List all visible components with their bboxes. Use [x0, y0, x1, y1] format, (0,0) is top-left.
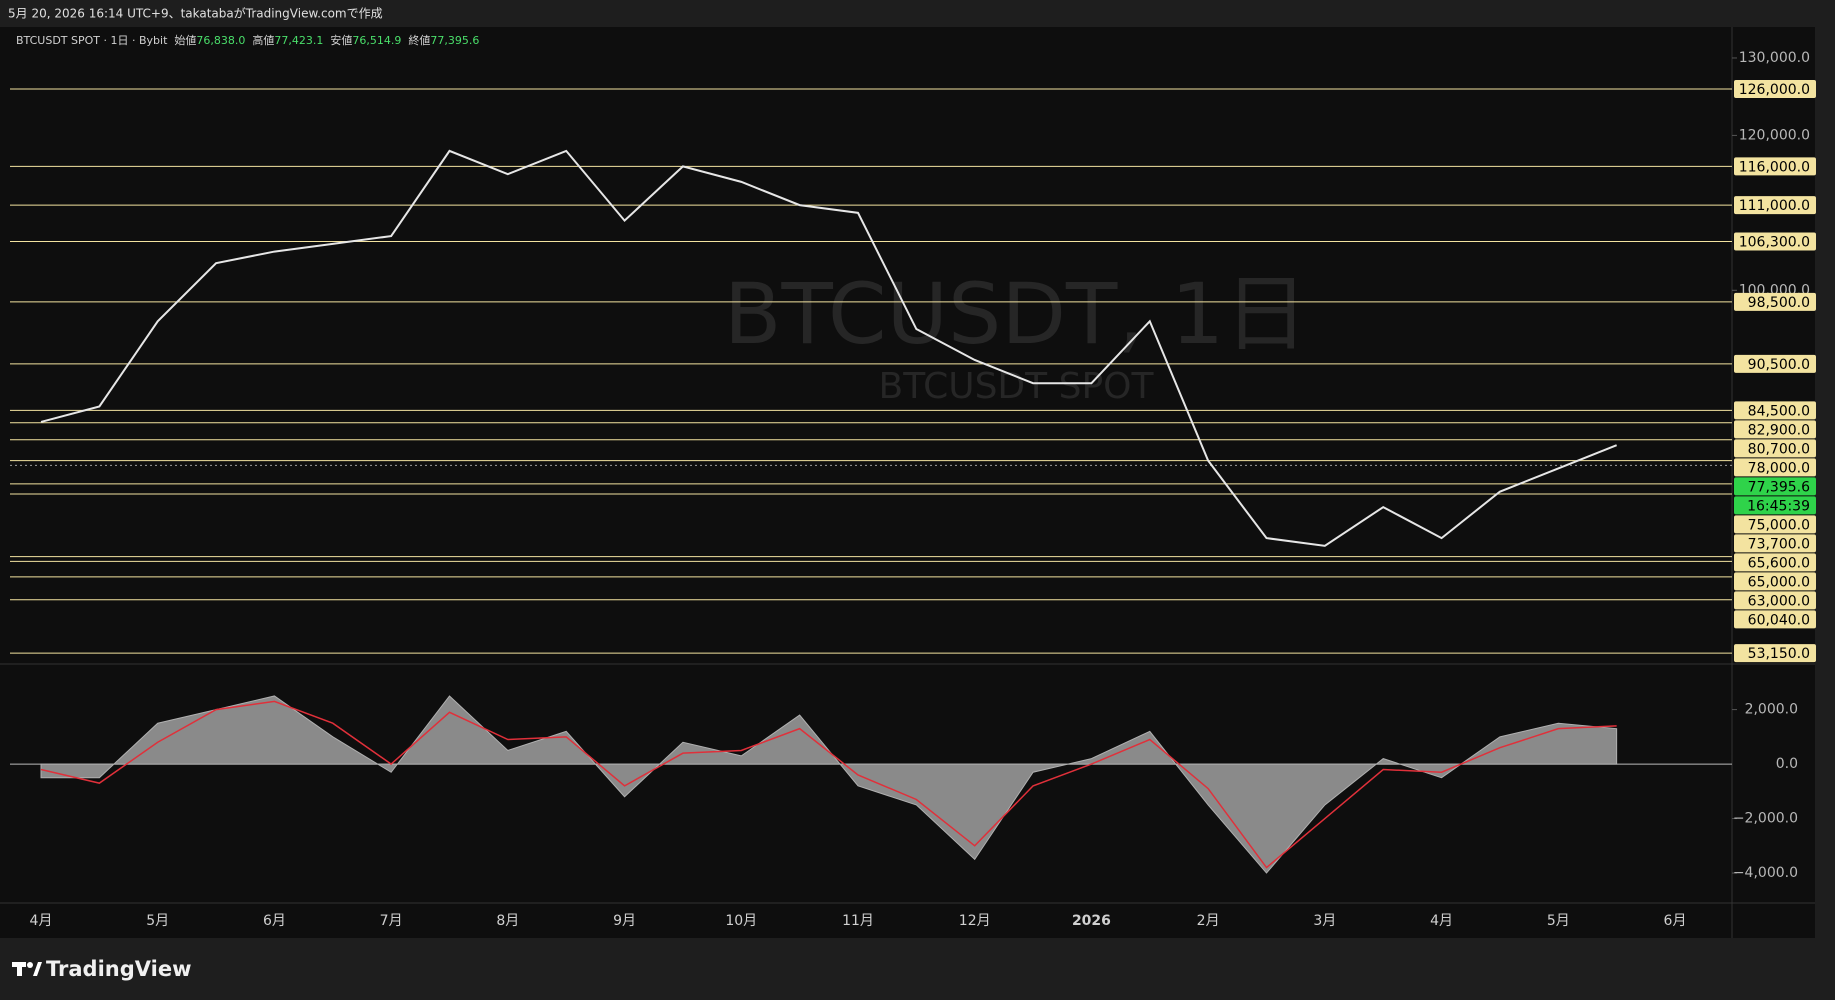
y-tick-label: −2,000.0: [1733, 811, 1798, 827]
y-tick-label: 130,000.0: [1739, 50, 1810, 66]
level-label: 65,000.0: [1748, 574, 1810, 590]
level-label: 60,040.0: [1748, 612, 1810, 628]
level-label: 65,600.0: [1748, 555, 1810, 571]
x-tick-label: 6月: [263, 913, 286, 929]
ohlc-name: 安値: [330, 33, 352, 47]
x-tick-label: 11月: [842, 913, 874, 929]
level-label: 98,500.0: [1748, 295, 1810, 311]
x-tick-label: 12月: [959, 913, 991, 929]
y-tick-label: 0.0: [1776, 756, 1798, 772]
x-tick-label: 2026: [1072, 913, 1111, 929]
level-label: 111,000.0: [1739, 198, 1810, 214]
level-label-box: [1734, 232, 1816, 251]
level-label-box: [1734, 439, 1816, 458]
level-label: 75,000.0: [1748, 517, 1810, 533]
brand-logo: [12, 962, 42, 976]
level-label-box: [1734, 79, 1816, 98]
brand: TradingView: [46, 957, 191, 981]
histogram-area: [40, 695, 1618, 874]
ohlc-value: 77,395.6: [430, 34, 479, 47]
caption: 5月 20, 2026 16:14 UTC+9、takatabaがTrading…: [8, 6, 383, 21]
x-tick-label: 4月: [1430, 913, 1453, 929]
level-label-box: [1734, 401, 1816, 420]
countdown-label-box: [1734, 496, 1816, 515]
level-label-box: [1734, 553, 1816, 572]
level-label-box: [1734, 354, 1816, 373]
x-tick-label: 2月: [1197, 913, 1220, 929]
level-label-box: [1734, 196, 1816, 215]
x-tick-label: 6月: [1664, 913, 1687, 929]
level-label-box: [1734, 515, 1816, 534]
watermark: BTCUSDT SPOT: [879, 366, 1155, 407]
last-price-label-box: [1734, 477, 1816, 496]
level-label: 78,000.0: [1748, 460, 1810, 476]
level-label: 84,500.0: [1748, 403, 1810, 419]
level-label-box: [1734, 610, 1816, 629]
x-tick-label: 7月: [380, 913, 403, 929]
ohlc-name: 終値: [408, 33, 430, 47]
ohlc-name: 高値: [252, 33, 274, 47]
countdown-label: 16:45:39: [1747, 498, 1810, 514]
level-label-box: [1734, 458, 1816, 477]
level-label-box: [1734, 572, 1816, 591]
ohlc-name: 始値: [174, 33, 196, 47]
watermark: BTCUSDT, 1日: [724, 265, 1308, 363]
y-tick-label: 2,000.0: [1745, 702, 1798, 718]
x-tick-label: 3月: [1313, 913, 1336, 929]
legend-title: BTCUSDT SPOT · 1日 · Bybit: [16, 34, 168, 47]
level-label: 90,500.0: [1748, 357, 1810, 373]
price-line: [40, 149, 1618, 547]
level-label-box: [1734, 420, 1816, 439]
signal-line: [40, 700, 1617, 869]
level-label-box: [1734, 292, 1816, 311]
x-tick-label: 9月: [613, 913, 636, 929]
time-axis-background: [0, 903, 1732, 938]
x-tick-label: 8月: [496, 913, 519, 929]
level-label-box: [1734, 157, 1816, 176]
y-tick-label: 120,000.0: [1739, 127, 1810, 143]
level-label: 116,000.0: [1739, 159, 1810, 175]
ohlc-value: 77,423.1: [274, 34, 323, 47]
level-label-box: [1734, 644, 1816, 663]
x-tick-label: 5月: [1547, 913, 1570, 929]
level-label: 63,000.0: [1748, 593, 1810, 609]
ohlc-value: 76,514.9: [352, 34, 401, 47]
level-label: 126,000.0: [1739, 82, 1810, 98]
x-tick-label: 4月: [30, 913, 53, 929]
level-label: 82,900.0: [1748, 422, 1810, 438]
level-label-box: [1734, 534, 1816, 553]
y-tick-label: −4,000.0: [1733, 865, 1798, 881]
x-tick-label: 10月: [725, 913, 757, 929]
legend: BTCUSDT SPOT · 1日 · Bybit 始値76,838.0 高値77,…: [16, 33, 479, 47]
last-price-label: 77,395.6: [1748, 479, 1810, 495]
ohlc-value: 76,838.0: [196, 34, 245, 47]
level-label: 73,700.0: [1748, 536, 1810, 552]
level-label: 53,150.0: [1748, 646, 1810, 662]
x-tick-label: 5月: [146, 913, 169, 929]
level-label: 106,300.0: [1739, 235, 1810, 251]
level-label-box: [1734, 591, 1816, 610]
level-label: 80,700.0: [1748, 441, 1810, 457]
